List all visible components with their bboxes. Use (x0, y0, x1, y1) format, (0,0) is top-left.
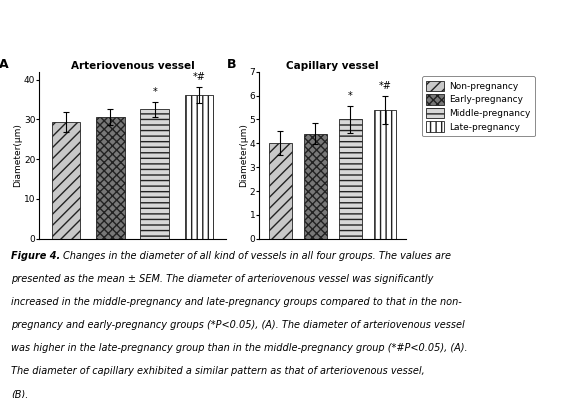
Text: *#: *# (378, 80, 391, 90)
Text: *: * (152, 87, 157, 97)
Text: *#: *# (192, 72, 205, 82)
Bar (269, 143, 292, 239)
Text: Figure 4.: Figure 4. (11, 251, 60, 261)
Text: *: * (348, 91, 352, 101)
Legend: Non-pregnancy, Early-pregnancy, Middle-pregnancy, Late-pregnancy: Non-pregnancy, Early-pregnancy, Middle-p… (422, 76, 535, 137)
Title: Arteriovenous vessel: Arteriovenous vessel (70, 61, 195, 71)
Bar (184, 95, 213, 239)
Bar (52, 122, 81, 239)
Text: increased in the middle-pregnancy and late-pregnancy groups compared to that in : increased in the middle-pregnancy and la… (11, 297, 462, 307)
Bar (140, 109, 169, 239)
Text: presented as the mean ± SEM. The diameter of arteriovenous vessel was significan: presented as the mean ± SEM. The diamete… (11, 274, 434, 284)
Text: A: A (0, 58, 8, 71)
Text: The diameter of capillary exhibited a similar pattern as that of arteriovenous v: The diameter of capillary exhibited a si… (11, 366, 425, 376)
Y-axis label: Diameter(μm): Diameter(μm) (14, 123, 23, 187)
Text: pregnancy and early-pregnancy groups (*P<0.05), (A). The diameter of arterioveno: pregnancy and early-pregnancy groups (*P… (11, 320, 465, 330)
Title: Capillary vessel: Capillary vessel (287, 61, 379, 71)
Bar (339, 119, 362, 239)
Text: B: B (227, 58, 237, 71)
Text: (B).: (B). (11, 389, 29, 398)
Bar (374, 110, 396, 239)
Bar (304, 134, 327, 239)
Y-axis label: Diameter(μm): Diameter(μm) (239, 123, 248, 187)
Text: Changes in the diameter of all kind of vessels in all four groups. The values ar: Changes in the diameter of all kind of v… (63, 251, 451, 261)
Bar (96, 117, 125, 239)
Text: was higher in the late-pregnancy group than in the middle-pregnancy group (*#P<0: was higher in the late-pregnancy group t… (11, 343, 468, 353)
